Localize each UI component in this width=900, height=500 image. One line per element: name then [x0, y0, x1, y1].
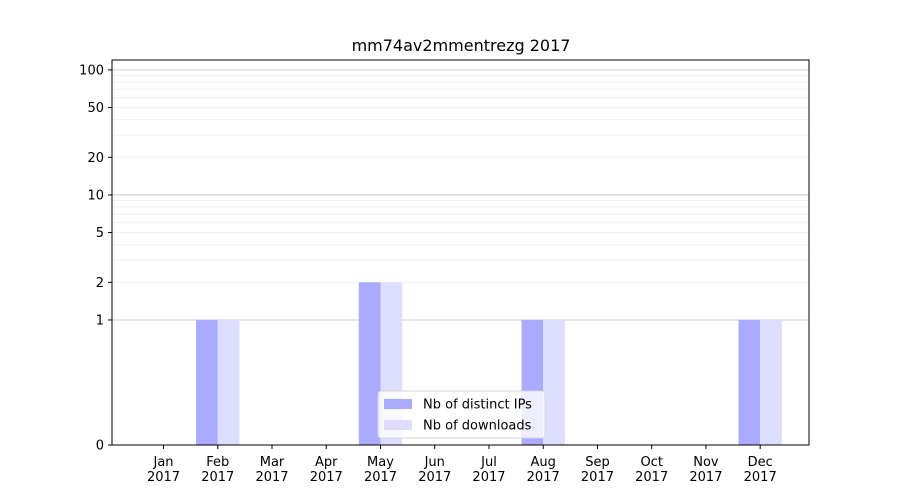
legend-label: Nb of downloads [423, 419, 532, 434]
x-tick-label: Jul 2017 [472, 455, 505, 485]
legend-box [377, 390, 546, 439]
bar [358, 282, 381, 445]
x-tick-label: Feb 2017 [201, 455, 234, 485]
y-tick-label: 100 [79, 63, 104, 78]
x-tick-label: Aug 2017 [527, 455, 560, 485]
plot-frame [111, 59, 810, 446]
bar [543, 319, 565, 445]
x-tick-label: Dec 2017 [744, 455, 777, 485]
legend-label: Nb of distinct IPs [423, 398, 532, 413]
x-tick-label: Mar 2017 [255, 455, 288, 485]
legend-swatch [384, 420, 412, 430]
bar [196, 319, 218, 445]
y-tick-label: 5 [96, 226, 104, 241]
y-axis: 0 1 2 5 10 20 50 100 [79, 63, 112, 454]
y-tick-label: 2 [96, 276, 104, 291]
legend-swatch [384, 399, 412, 409]
bar [738, 319, 761, 445]
grid [112, 69, 809, 321]
bar [217, 319, 240, 445]
y-tick-label: 20 [87, 151, 104, 166]
x-tick-label: May 2017 [364, 455, 397, 485]
y-tick-label: 50 [87, 101, 104, 116]
bars [196, 282, 782, 445]
x-axis: Jan 2017 Feb 2017 Mar 2017 Apr 2017 May 2017 Jun 20… [147, 445, 777, 485]
y-tick-label: 10 [87, 188, 104, 203]
y-tick-label: 0 [96, 439, 104, 454]
chart-title: mm74av2mmentrezg 2017 [352, 36, 571, 55]
x-tick-label: Sep 2017 [581, 455, 614, 485]
x-tick-label: Nov 2017 [689, 455, 722, 485]
y-tick-label: 1 [96, 313, 104, 328]
x-tick-label: Jun 2017 [418, 455, 451, 485]
bar [760, 319, 782, 445]
x-tick-label: Oct 2017 [635, 455, 668, 485]
x-tick-label: Jan 2017 [147, 455, 180, 485]
x-tick-label: Apr 2017 [310, 455, 343, 485]
legend: Nb of distinct IPs Nb of downloads [377, 390, 546, 439]
